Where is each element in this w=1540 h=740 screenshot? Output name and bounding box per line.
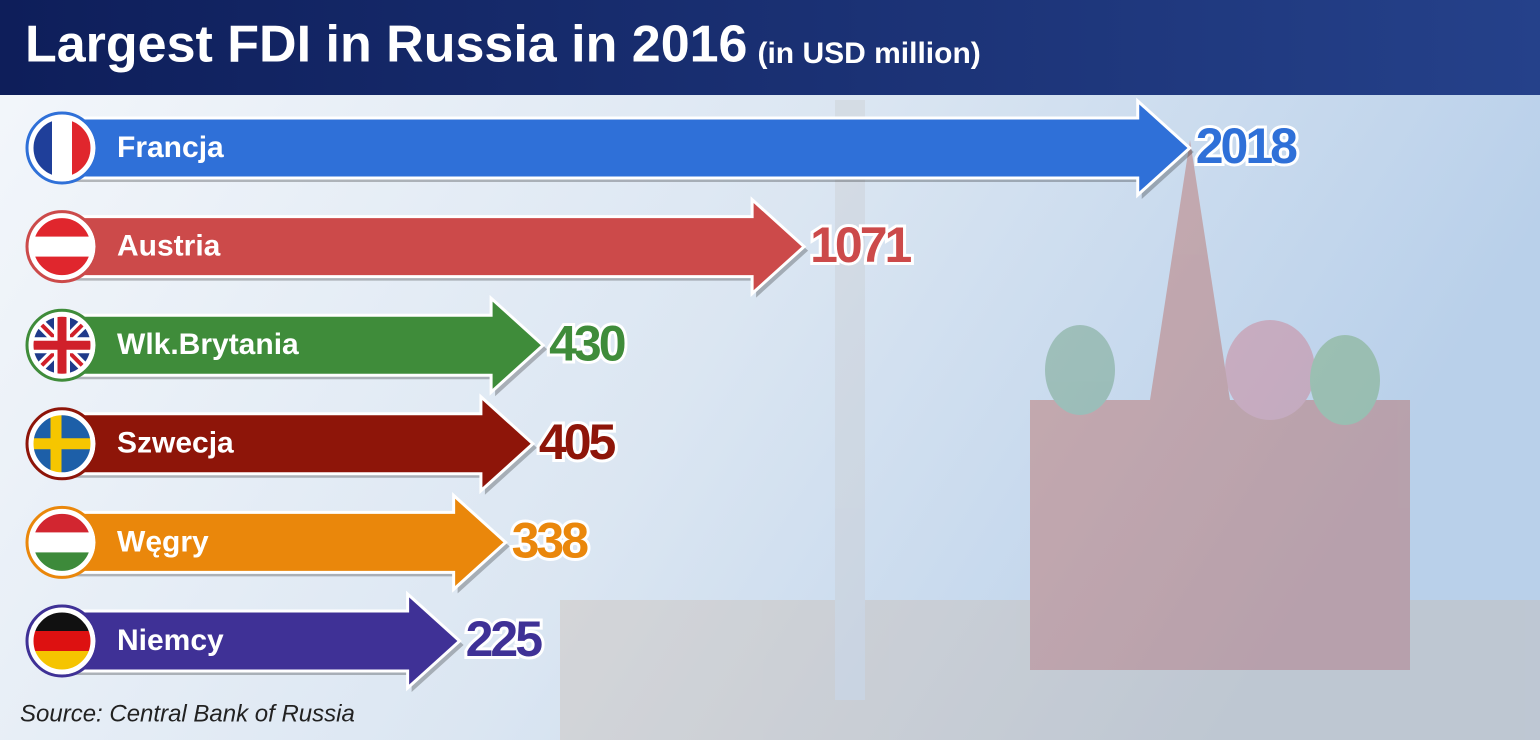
flag-ring xyxy=(28,410,96,478)
flag-stripe xyxy=(52,118,73,178)
header-band xyxy=(0,0,1540,95)
flag-ring xyxy=(28,311,96,379)
flag-ring xyxy=(25,210,99,284)
category-label: Francja xyxy=(117,131,224,164)
value-label: 338 xyxy=(512,513,589,569)
flag-ring xyxy=(28,114,96,182)
category-label: Austria xyxy=(117,230,221,263)
source: Source: Central Bank of Russia xyxy=(20,700,355,727)
category-label: Szwecja xyxy=(117,427,234,460)
value-label: 225 xyxy=(466,611,543,667)
bar xyxy=(60,294,546,396)
bar xyxy=(60,393,536,495)
chart-subtitle: (in USD million) xyxy=(757,37,980,70)
flag-ring xyxy=(25,111,99,185)
flag xyxy=(25,210,99,284)
flag-ring xyxy=(25,308,99,382)
category-label: Węgry xyxy=(117,525,209,558)
flag xyxy=(25,505,99,579)
flag-body xyxy=(32,413,92,474)
bar xyxy=(60,590,462,692)
flag-cross xyxy=(32,315,92,376)
flag xyxy=(25,604,99,678)
bar xyxy=(60,492,508,593)
flag-ring xyxy=(28,213,96,281)
flag-ring xyxy=(28,508,96,576)
bar xyxy=(60,97,1192,199)
flag-stripe xyxy=(32,236,92,258)
category-label: Niemcy xyxy=(117,624,224,657)
bar xyxy=(60,196,807,297)
flag xyxy=(25,111,99,185)
flag xyxy=(25,407,99,481)
flag-body xyxy=(32,315,92,376)
background-scene xyxy=(560,100,1540,740)
flag-cross xyxy=(32,413,92,474)
flag-ring xyxy=(25,505,99,579)
value-label: 405 xyxy=(539,414,616,470)
category-label: Wlk.Brytania xyxy=(117,328,299,361)
chart-title: Largest FDI in Russia in 2016 xyxy=(25,16,747,74)
value-label: 1071 xyxy=(810,217,911,273)
value-label: 430 xyxy=(549,315,625,371)
value-label: 2018 xyxy=(1196,118,1297,174)
flag-stripe xyxy=(32,631,92,652)
flag-stripe xyxy=(32,532,92,553)
flag xyxy=(25,308,99,382)
flag-ring xyxy=(25,407,99,481)
flag-ring xyxy=(25,604,99,678)
flag-ring xyxy=(28,607,96,675)
